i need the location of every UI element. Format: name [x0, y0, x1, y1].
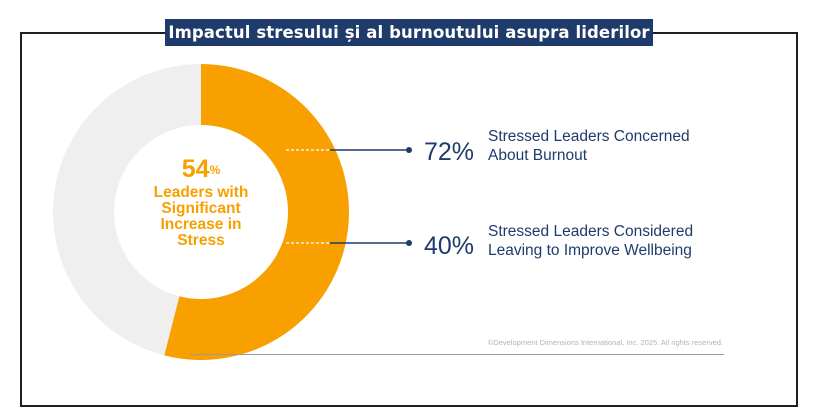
- stat-label-leaving-line1: Stressed Leaders Considered: [488, 223, 694, 240]
- stat-label-burnout-line1: Stressed Leaders Concerned: [488, 128, 690, 145]
- copyright-notice: ©Development Dimensions International, I…: [487, 338, 723, 347]
- center-value: 54%: [181, 155, 221, 183]
- center-label-line: Significant: [161, 200, 241, 217]
- connector-leaving: [286, 240, 412, 246]
- center-label-line: Increase in: [160, 216, 242, 233]
- center-label-line: Stress: [177, 232, 225, 249]
- chart-title: Impactul stresului și al burnoutului asu…: [165, 19, 653, 46]
- footer-divider: [190, 354, 724, 355]
- stat-label-burnout-line2: About Burnout: [488, 147, 588, 164]
- connector-burnout: [286, 147, 412, 153]
- center-label: Leaders with Significant Increase in Str…: [120, 185, 282, 249]
- center-unit: %: [209, 163, 221, 177]
- donut-slice-stress: [164, 64, 349, 360]
- center-annotation: 54% Leaders with Significant Increase in…: [120, 155, 282, 249]
- stat-label-leaving-line2: Leaving to Improve Wellbeing: [488, 242, 692, 259]
- stat-value-leaving: 40%: [424, 232, 475, 260]
- stat-value-burnout: 72%: [424, 138, 475, 166]
- center-label-line: Leaders with: [153, 184, 249, 201]
- donut-slice-remainder: [52, 64, 202, 356]
